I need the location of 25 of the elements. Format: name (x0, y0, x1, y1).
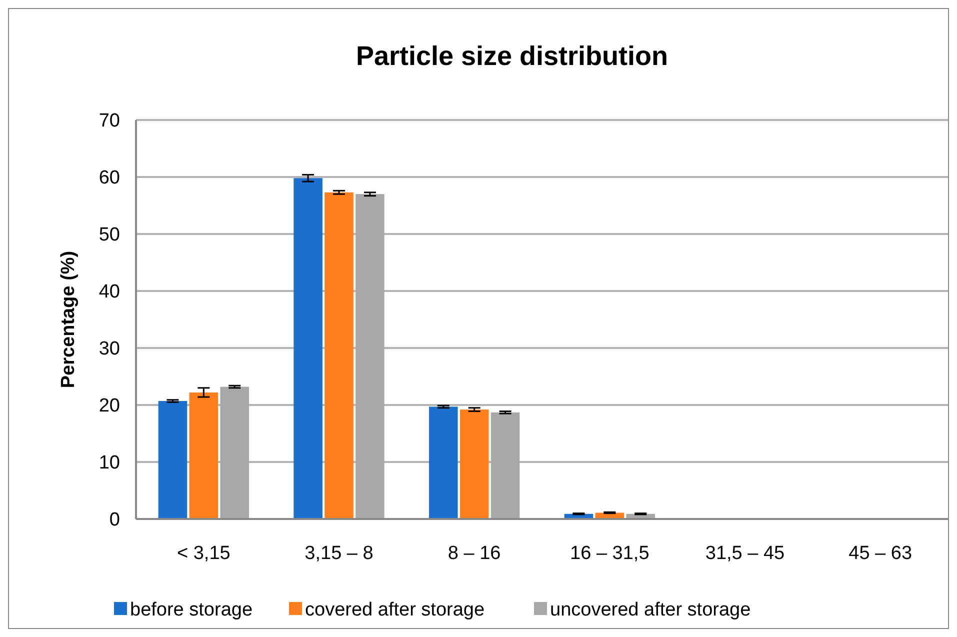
bar (158, 401, 188, 519)
y-tick-label: 0 (109, 510, 120, 531)
y-tick-label: 40 (98, 282, 120, 303)
legend-label: covered after storage (305, 600, 485, 621)
y-axis-title: Percentage (%) (58, 250, 79, 388)
y-tick-label: 20 (98, 396, 120, 417)
y-tick-label: 50 (98, 224, 120, 246)
chart-title: Particle size distribution (356, 41, 668, 71)
y-tick-label: 30 (98, 338, 120, 360)
bar (294, 178, 322, 519)
legend-label: uncovered after storage (550, 600, 751, 621)
y-tick-label: 10 (98, 452, 120, 474)
y-tick-label: 60 (98, 168, 120, 189)
bar (428, 406, 458, 519)
bar (460, 410, 489, 519)
bar (189, 392, 218, 519)
bar (324, 192, 354, 519)
legend-label: before storage (130, 600, 253, 621)
x-tick-label: 31,5 – 45 (705, 543, 785, 564)
x-tick-label: < 3,15 (176, 543, 230, 564)
x-tick-label: 16 – 31,5 (570, 543, 650, 564)
x-tick-label: 8 – 16 (448, 543, 501, 564)
y-tick-label: 70 (98, 110, 120, 132)
x-tick-label: 45 – 63 (848, 543, 912, 564)
x-tick-label: 3,15 – 8 (304, 543, 374, 564)
